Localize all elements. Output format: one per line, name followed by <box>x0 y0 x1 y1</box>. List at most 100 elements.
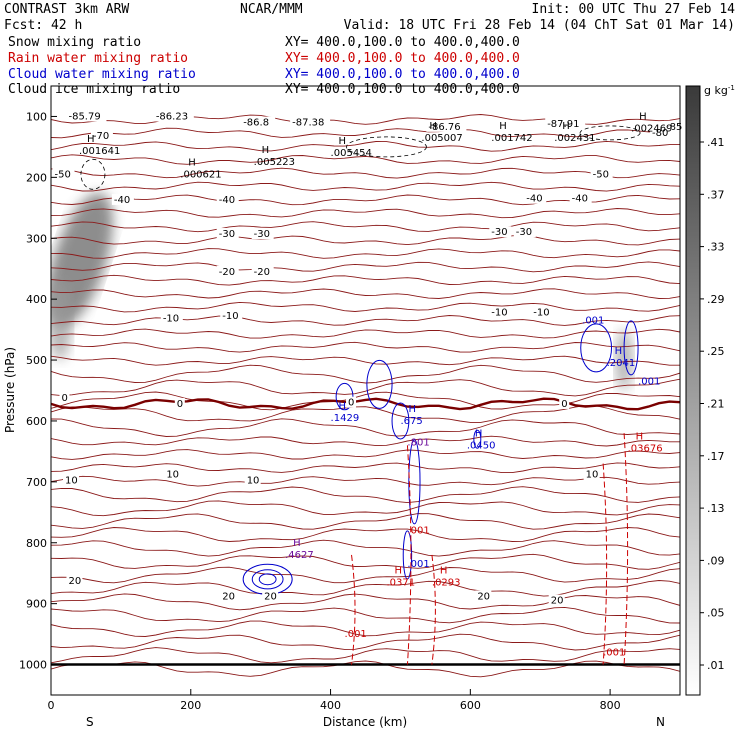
isotherm-line <box>51 580 680 597</box>
isotherm-label: 0 <box>177 399 183 410</box>
isotherm-label-bg <box>590 168 613 180</box>
isotherm-line <box>51 140 680 152</box>
isotherm-label: -50 <box>54 169 70 180</box>
max-value-label: .0293 <box>432 577 461 588</box>
isotherm-line <box>51 208 680 219</box>
isotherm-label-bg <box>489 306 512 318</box>
isotherm-label: -40 <box>114 195 130 206</box>
isotherm-label: 0 <box>561 399 567 410</box>
max-value-label: .03676 <box>628 443 663 454</box>
isotherm-label: 0 <box>61 393 67 404</box>
colorbar-tick-label: .33 <box>707 241 725 254</box>
max-value-label: .001742 <box>491 133 532 144</box>
isotherm-line <box>51 315 680 326</box>
max-marker: H <box>636 431 644 442</box>
x-tick-label: 600 <box>460 699 481 712</box>
isotherm-label-bg <box>220 310 243 322</box>
isotherm-line <box>51 114 680 125</box>
isotherm-label: -86.23 <box>156 111 188 122</box>
isotherm-line <box>51 475 680 487</box>
isotherm-line <box>51 620 680 637</box>
isotherm-line <box>51 355 680 366</box>
max-value-label: .005007 <box>421 133 462 144</box>
isotherm-label-bg <box>290 116 331 128</box>
isotherm-label-bg <box>559 397 570 409</box>
max-marker: H <box>639 112 647 123</box>
max-value-label: .002431 <box>554 133 595 144</box>
isotherm-label-bg <box>664 120 687 132</box>
isotherm-label-bg <box>216 228 239 240</box>
isotherm-label: 10 <box>586 470 599 481</box>
max-value-label: .000621 <box>180 169 221 180</box>
field-rain-name: Rain water mixing ratio <box>8 51 188 66</box>
isotherm-label: -30 <box>491 227 507 238</box>
isotherm-label-bg <box>489 226 512 238</box>
x-tick-label: 800 <box>600 699 621 712</box>
isotherm-label: -40 <box>526 194 542 205</box>
contour-value-label: .001 <box>603 647 625 658</box>
y-tick-label: 700 <box>26 476 47 489</box>
isotherm-label: 20 <box>477 591 490 602</box>
x-tick-label: 200 <box>180 699 201 712</box>
isotherm-label: -85.79 <box>68 111 100 122</box>
y-tick-label: 500 <box>26 354 47 367</box>
isotherm-label-bg <box>66 575 83 587</box>
cloud-water-contour <box>335 382 354 411</box>
isotherm-label: -30 <box>254 229 270 240</box>
isotherm-label: 0 <box>348 398 354 409</box>
isotherm-label-bg <box>59 391 70 403</box>
isotherm-label: 20 <box>222 591 235 602</box>
y-tick-label: 1000 <box>19 659 47 672</box>
max-marker: H <box>188 157 196 168</box>
max-value-label: .675 <box>400 416 422 427</box>
colorbar-tick-label: .37 <box>707 188 725 201</box>
field-ice-name: Cloud ice mixing ratio <box>8 82 180 97</box>
y-tick-label: 200 <box>26 171 47 184</box>
isotherm-line <box>51 301 680 313</box>
isotherm-line <box>51 513 680 530</box>
isotherm-line <box>51 341 680 353</box>
isotherm-line <box>51 167 680 179</box>
cloud-water-contour <box>366 359 393 409</box>
cloud-water-contour <box>391 402 410 440</box>
ice-contour <box>80 158 106 190</box>
isotherm-label-bg <box>244 474 261 486</box>
max-marker: H <box>339 401 347 412</box>
init-time: Init: 00 UTC Thu 27 Feb 14 <box>532 2 736 17</box>
isotherm-label: -20 <box>219 267 235 278</box>
isotherm-label: -87.38 <box>292 118 324 129</box>
forecast-hour: Fcst: 42 h <box>4 18 82 33</box>
colorbar-tick-label: .41 <box>707 136 725 149</box>
rain-contour <box>623 433 629 665</box>
max-marker: H <box>87 134 95 145</box>
isotherm-label: -40 <box>572 194 588 205</box>
field-cloud-name: Cloud water mixing ratio <box>8 67 196 82</box>
isotherm-line <box>51 328 680 339</box>
isotherm-label: -85 <box>666 122 682 133</box>
colorbar-tick-label: .29 <box>707 293 725 306</box>
isotherm-label-bg <box>160 312 183 324</box>
isotherm-label: -30 <box>219 229 235 240</box>
max-value-label: .002469 <box>631 124 672 135</box>
y-tick-label: 300 <box>26 232 47 245</box>
field-ice-xy: XY= 400.0,100.0 to 400.0,400.0 <box>285 82 520 97</box>
isotherm-label: -80 <box>652 128 668 139</box>
contour-value-label: .001 <box>407 559 429 570</box>
y-tick-label: 800 <box>26 537 47 550</box>
y-tick-label: 100 <box>26 110 47 123</box>
max-value-label: .005454 <box>331 148 372 159</box>
isotherm-line <box>51 418 680 437</box>
isotherm-line <box>51 221 680 233</box>
isotherm-line <box>51 181 680 192</box>
isotherm-label: -30 <box>516 227 532 238</box>
contour-value-label: .001 <box>638 376 660 387</box>
isotherm-label: -86.8 <box>243 118 269 129</box>
isotherm-label: 10 <box>247 476 260 487</box>
cloud-water-contour <box>623 320 639 376</box>
field-snow-name: Snow mixing ratio <box>8 35 141 50</box>
y-tick-label: 400 <box>26 293 47 306</box>
isotherm-label-bg <box>164 468 181 480</box>
annotation-layer: -85.79 -86.23 -86.8 -87.38 -86.76 -87.91 -85-8… <box>52 110 687 658</box>
isotherm-label-bg <box>426 120 467 132</box>
